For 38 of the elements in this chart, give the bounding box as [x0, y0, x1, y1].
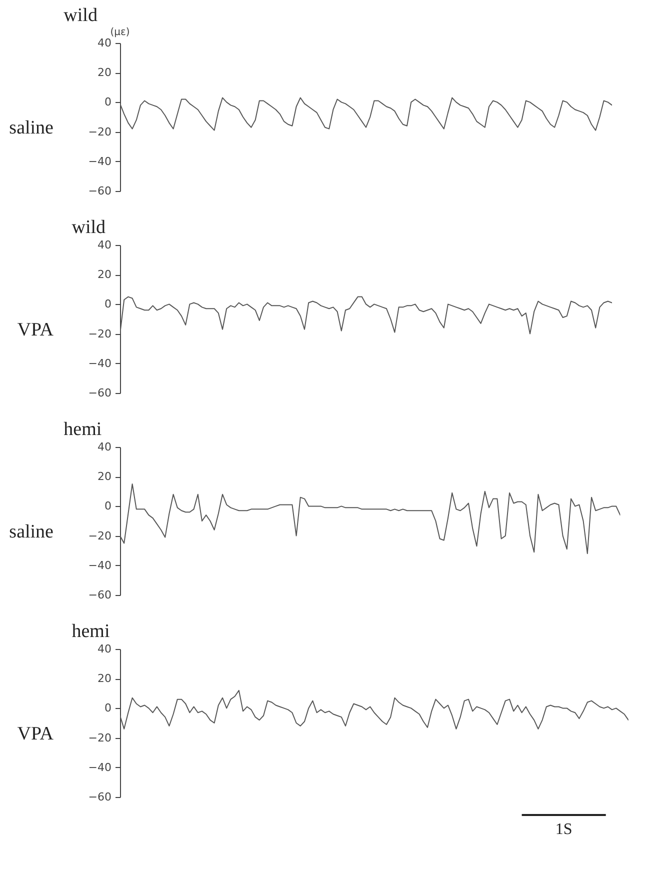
y-tick-label: −60	[88, 184, 112, 198]
y-tick-label: −20	[88, 327, 112, 340]
y-tick-label: 40	[98, 642, 112, 656]
y-tick-label: 20	[98, 268, 112, 282]
y-tick-label: −60	[88, 588, 112, 602]
y-tick-label: −60	[88, 790, 112, 804]
y-tick-label: −20	[88, 125, 112, 138]
y-tick-label: 0	[104, 500, 112, 513]
chart-title: wild	[72, 217, 106, 238]
y-tick-label: 40	[98, 440, 112, 454]
y-tick-label: −40	[88, 154, 112, 168]
y-tick-label: 40	[98, 36, 112, 50]
line-series	[120, 690, 628, 730]
y-tick-label: 0	[104, 298, 112, 311]
y-tick-label: −40	[88, 356, 112, 370]
line-series	[120, 97, 612, 131]
y-axis-title: VPA	[17, 320, 54, 340]
line-series	[120, 484, 620, 554]
text: 1S	[555, 821, 572, 838]
y-tick-label: 0	[104, 702, 112, 715]
y-tick-label: −40	[88, 558, 112, 572]
y-tick-label: −20	[88, 529, 112, 542]
chart-title: hemi	[64, 419, 102, 440]
y-tick-label: −60	[88, 386, 112, 400]
y-tick-label: 20	[98, 66, 112, 80]
y-tick-label: 20	[98, 470, 112, 484]
y-tick-label: 0	[104, 96, 112, 109]
y-tick-label: −40	[88, 760, 112, 774]
y-tick-label: 40	[98, 238, 112, 252]
line-series	[120, 296, 612, 334]
y-axis-title: saline	[9, 118, 54, 138]
y-axis-title: saline	[9, 522, 54, 542]
chart-title: hemi	[72, 621, 110, 642]
chart-title: wild	[64, 5, 98, 26]
text: (με)	[110, 27, 130, 38]
y-tick-label: −20	[88, 731, 112, 744]
y-axis-title: VPA	[17, 724, 54, 744]
y-tick-label: 20	[98, 672, 112, 686]
